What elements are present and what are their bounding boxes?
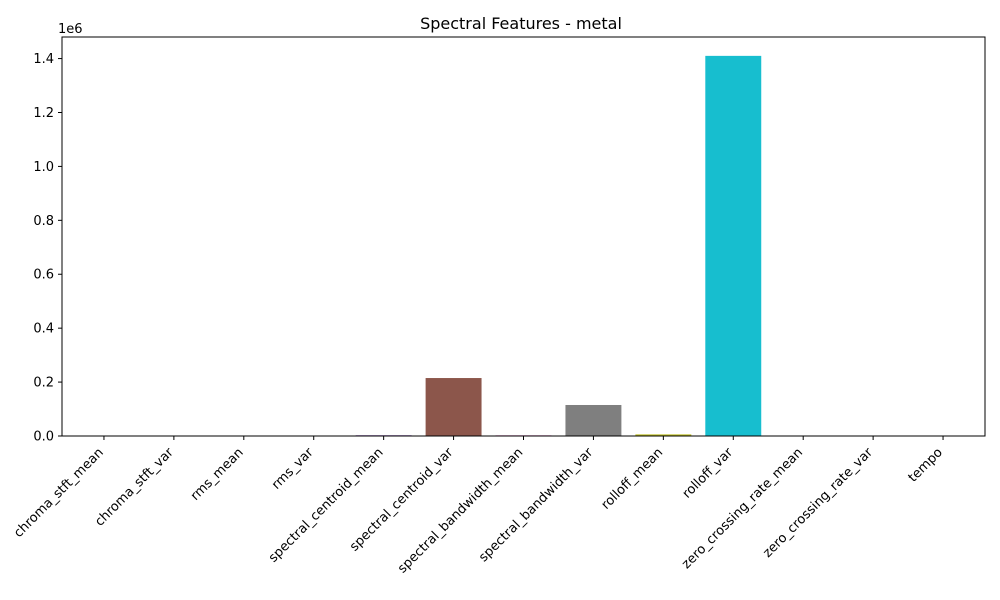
- y-tick-label: 0.8: [33, 214, 54, 229]
- bar-rolloff-var: [705, 55, 762, 437]
- x-tick-label: spectral_centroid_mean: [266, 445, 387, 566]
- bars-group: [75, 55, 972, 437]
- x-tick-label: chroma_stft_mean: [11, 445, 107, 541]
- bar-spectral-centroid-var: [425, 378, 482, 436]
- y-tick-label: 1.0: [33, 160, 54, 175]
- y-tick-label: 0.2: [33, 376, 54, 391]
- bar-spectral-bandwidth-var: [565, 404, 622, 436]
- plot-frame: [61, 36, 986, 437]
- y-axis-offset-label: 1e6: [58, 22, 83, 37]
- bar-rolloff-mean: [635, 434, 692, 436]
- y-tick-label: 0.0: [33, 430, 54, 445]
- x-tick-label: spectral_bandwidth_mean: [395, 445, 526, 576]
- chart-title: Spectral Features - metal: [420, 14, 622, 33]
- x-tick-label: rms_var: [269, 445, 317, 493]
- x-tick-label: rolloff_var: [680, 445, 737, 502]
- x-tick-label: spectral_bandwidth_var: [476, 445, 596, 565]
- x-tick-label: rolloff_mean: [599, 445, 667, 513]
- x-tick-label: tempo: [906, 445, 946, 485]
- x-tick-label: zero_crossing_rate_mean: [679, 445, 806, 572]
- y-tick-label: 0.6: [33, 268, 54, 283]
- y-tick-label: 1.4: [33, 52, 54, 67]
- x-tick-label: rms_mean: [188, 445, 247, 504]
- y-tick-label: 1.2: [33, 106, 54, 121]
- y-axis: 0.0 0.2 0.4 0.6 0.8 1.0 1.2 1.4: [33, 52, 62, 445]
- y-tick-label: 0.4: [33, 322, 54, 337]
